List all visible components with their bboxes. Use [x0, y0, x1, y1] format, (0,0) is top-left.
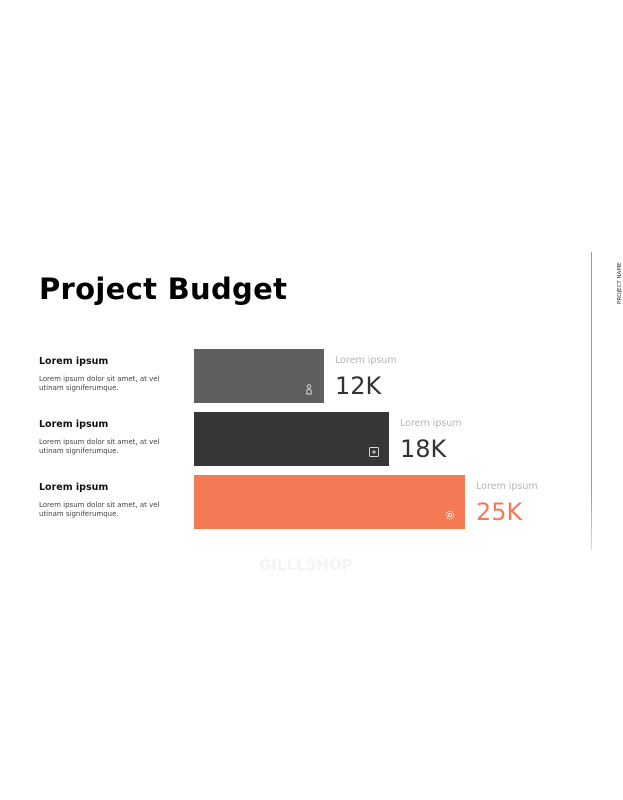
row-label-2: Lorem ipsum Lorem ipsum dolor sit amet, a… — [39, 419, 179, 455]
value-label-3: 25K — [476, 498, 523, 526]
value-caption-2: Lorem ipsum — [400, 418, 462, 429]
row-title: Lorem ipsum — [39, 482, 109, 493]
value-caption-3: Lorem ipsum — [476, 481, 538, 492]
row-label-3: Lorem ipsum Lorem ipsum dolor sit amet, a… — [39, 482, 179, 518]
row-title: Lorem ipsum — [39, 356, 109, 367]
bar-2 — [194, 412, 389, 466]
person-icon — [303, 382, 315, 395]
plus-square-icon — [368, 445, 380, 457]
gear-icon — [444, 508, 456, 520]
row-label-1: Lorem ipsum Lorem ipsum dolor sit amet, a… — [39, 356, 179, 392]
page-title: Project Budget — [39, 272, 288, 306]
watermark: GILLLSHOP — [259, 556, 353, 574]
project-name-label: PROJECT NAME — [617, 262, 623, 304]
bar-3 — [194, 475, 465, 529]
bar-1 — [194, 349, 324, 403]
side-divider — [591, 252, 592, 550]
side-label: PROJECT NAME — [609, 252, 623, 312]
value-label-1: 12K — [335, 372, 382, 400]
row-description: Lorem ipsum dolor sit amet, at vel utina… — [39, 375, 160, 392]
value-caption-1: Lorem ipsum — [335, 355, 397, 366]
row-description: Lorem ipsum dolor sit amet, at vel utina… — [39, 438, 160, 455]
row-description: Lorem ipsum dolor sit amet, at vel utina… — [39, 501, 160, 518]
row-title: Lorem ipsum — [39, 419, 109, 430]
value-label-2: 18K — [400, 435, 447, 463]
